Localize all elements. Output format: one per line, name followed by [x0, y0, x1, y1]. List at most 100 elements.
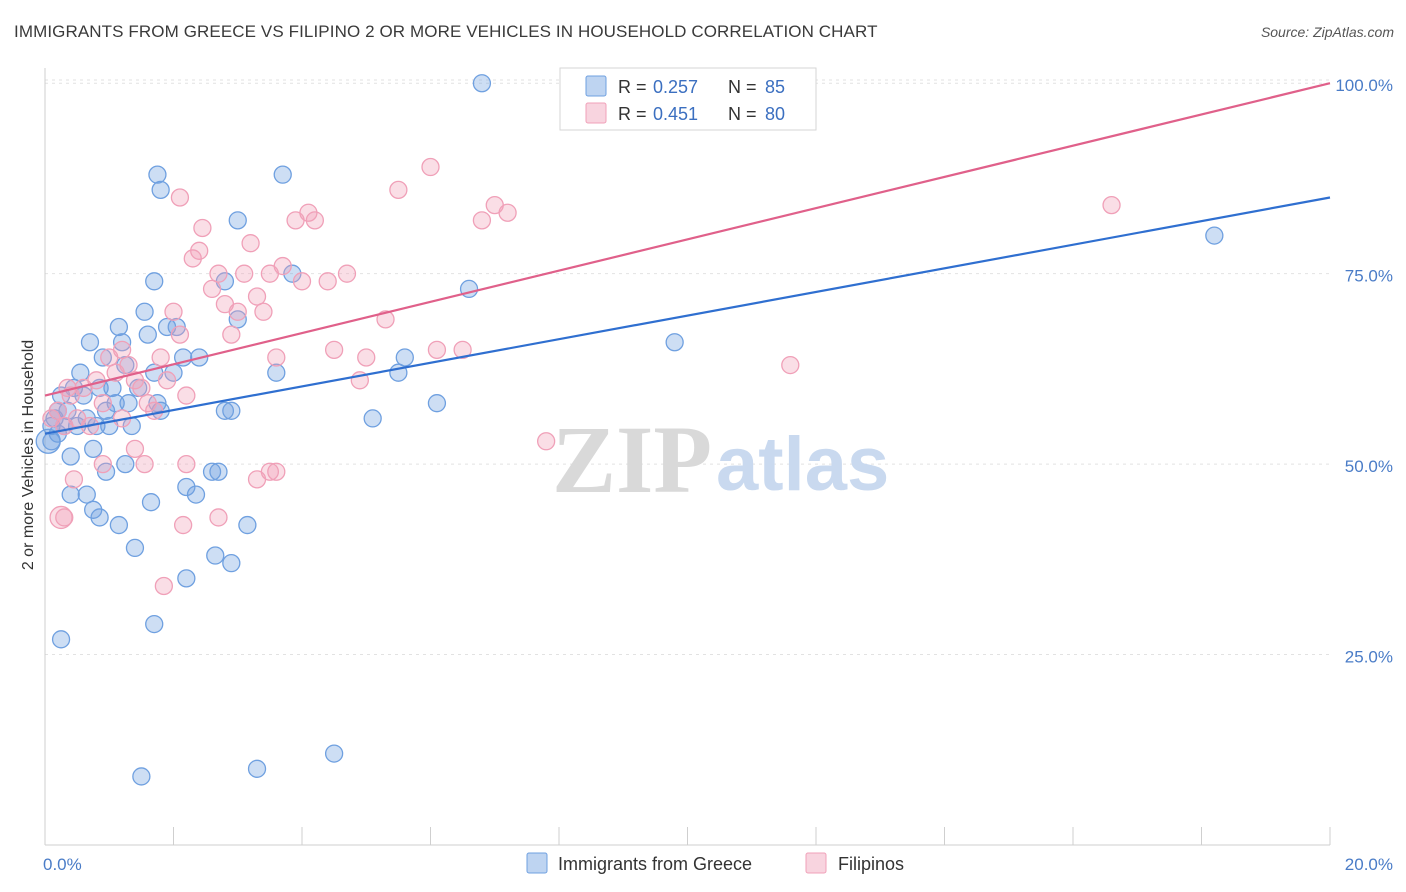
greece-point — [112, 333, 132, 352]
legend-swatch-filipinos — [585, 102, 607, 124]
source-label: Source: ZipAtlas.com — [1260, 24, 1394, 40]
filipinos-point — [93, 394, 112, 413]
greece-point — [228, 211, 247, 230]
legend-r-label-greece: R = — [618, 77, 647, 97]
greece-point — [109, 515, 129, 535]
filipinos-point — [292, 272, 312, 291]
filipinos-point — [260, 462, 280, 481]
greece-point — [145, 272, 164, 291]
filipinos-point — [498, 203, 517, 222]
greece-point — [273, 165, 292, 184]
greece-point — [363, 409, 382, 428]
legend-bottom-swatch-greece — [526, 852, 548, 874]
greece-point — [71, 363, 90, 382]
greece-point — [177, 477, 196, 497]
filipinos-point — [267, 462, 286, 481]
y-axis-label: 2 or more Vehicles in Household — [20, 340, 37, 570]
filipinos-point — [376, 310, 395, 329]
filipinos-point — [49, 505, 73, 530]
filipinos-point — [177, 454, 196, 474]
filipinos-point — [222, 325, 241, 344]
filipinos-point — [170, 188, 190, 207]
greece-point — [1205, 226, 1224, 245]
greece-point — [51, 630, 71, 649]
filipinos-point — [193, 218, 212, 238]
filipinos-point — [135, 454, 154, 474]
x-tick-label-max: 20.0% — [1345, 855, 1393, 874]
y-tick-label-75: 75.0% — [1345, 267, 1393, 286]
greece-point — [238, 515, 257, 535]
legend-r-value-greece: 0.257 — [653, 77, 698, 97]
legend-r-value-filipinos: 0.451 — [653, 104, 698, 124]
filipinos-point — [145, 401, 164, 420]
watermark: ZIP atlas — [552, 406, 889, 513]
filipinos-point — [190, 241, 209, 260]
filipinos-point — [132, 378, 151, 398]
greece-point — [138, 325, 157, 344]
axes — [44, 68, 1331, 846]
filipinos-point — [93, 454, 112, 474]
greece-point — [80, 333, 100, 352]
greece-point — [35, 428, 61, 454]
legend-bottom-label-filipinos: Filipinos — [838, 854, 904, 874]
legend-n-value-greece: 85 — [765, 77, 785, 97]
filipinos-point — [112, 340, 132, 360]
filipinos-point — [154, 576, 174, 596]
filipinos-point — [55, 508, 74, 527]
greece-point — [141, 493, 161, 512]
filipinos-point — [170, 325, 190, 344]
filipinos-point — [64, 470, 84, 489]
filipinos-point — [164, 302, 183, 321]
greece-trend-line — [44, 196, 1331, 435]
legend-bottom-swatch-filipinos — [805, 852, 827, 874]
greece-point — [125, 538, 145, 558]
filipinos-point — [228, 302, 247, 321]
greece-point — [324, 744, 344, 763]
filipinos-point — [151, 348, 170, 367]
greece-point — [151, 180, 170, 200]
greece-point — [427, 394, 447, 413]
greece-point — [186, 485, 206, 504]
greece-point — [177, 569, 196, 588]
greece-point — [395, 348, 414, 367]
x-tick-label-min: 0.0% — [43, 855, 82, 874]
filipinos-point — [87, 371, 106, 390]
filipinos-point — [273, 256, 292, 276]
legend-n-value-filipinos: 80 — [765, 104, 785, 124]
legend-r-label-filipinos: R = — [618, 104, 647, 124]
filipinos-point — [1102, 195, 1121, 215]
y-tick-label-50: 50.0% — [1345, 457, 1393, 476]
y-tick-labels: 25.0% 50.0% 75.0% 100.0% — [1335, 76, 1393, 666]
greece-point — [58, 401, 77, 420]
greece-point — [472, 74, 492, 93]
data-points — [35, 74, 1224, 786]
legend-bottom-label-greece: Immigrants from Greece — [558, 854, 752, 874]
filipinos-point — [781, 355, 800, 375]
greece-point — [135, 302, 154, 321]
filipinos-point — [267, 348, 286, 367]
greece-point — [119, 394, 138, 413]
greece-point — [77, 485, 96, 504]
greece-point — [109, 317, 129, 337]
filipinos-point — [389, 180, 408, 200]
greece-point — [665, 333, 684, 352]
greece-point — [90, 508, 109, 527]
greece-point — [116, 454, 135, 474]
legend-top: R = 0.257 N = 85 R = 0.451 N = 80 — [559, 67, 817, 131]
filipinos-point — [125, 439, 145, 459]
greece-point — [222, 401, 241, 420]
filipinos-point — [119, 355, 138, 375]
y-tick-label-25: 25.0% — [1345, 648, 1393, 667]
x-tick-labels: 0.0% 20.0% — [43, 855, 1393, 874]
filipinos-point — [177, 386, 196, 405]
filipinos-point — [472, 211, 492, 230]
greece-point — [61, 447, 80, 466]
greece-point — [215, 401, 235, 420]
greece-point — [106, 394, 125, 413]
filipinos-point — [241, 234, 260, 253]
watermark-atlas: atlas — [716, 422, 889, 507]
greece-point — [247, 759, 267, 778]
greece-point — [84, 439, 103, 459]
greece-point — [206, 546, 225, 565]
legend-swatch-greece — [585, 75, 607, 97]
